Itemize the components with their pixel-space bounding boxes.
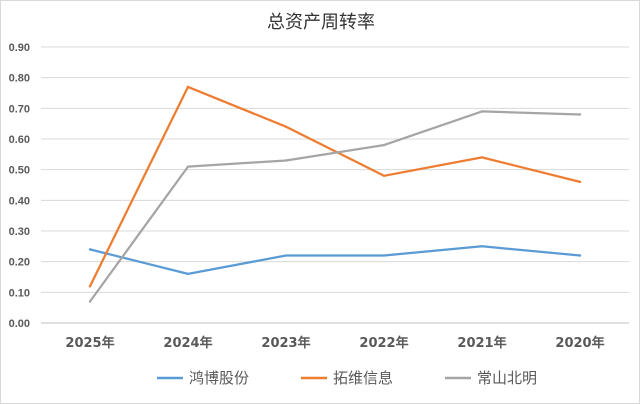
legend-item: 鸿博股份 xyxy=(157,369,249,387)
data-point xyxy=(284,254,288,257)
y-tick-label: 0.80 xyxy=(9,73,30,85)
x-tick-label: 2024年 xyxy=(163,335,212,351)
data-point xyxy=(578,180,582,184)
data-point xyxy=(284,159,288,162)
y-tick-label: 0.50 xyxy=(9,165,30,177)
series-line xyxy=(88,245,582,276)
data-point xyxy=(578,254,582,257)
x-tick-label: 2022年 xyxy=(359,335,408,351)
legend-label: 常山北明 xyxy=(477,369,537,387)
data-point xyxy=(88,285,92,288)
y-tick-label: 0.20 xyxy=(9,257,30,269)
legend: 鸿博股份 拓维信息 常山北明 xyxy=(157,369,537,387)
series-line xyxy=(88,110,582,303)
data-point xyxy=(382,143,386,147)
data-point xyxy=(578,113,582,116)
legend-label: 拓维信息 xyxy=(333,369,393,387)
data-point xyxy=(480,156,484,159)
legend-item: 拓维信息 xyxy=(301,369,393,387)
data-point xyxy=(186,272,190,276)
y-tick-label: 0.70 xyxy=(9,103,30,115)
gridlines xyxy=(41,46,629,324)
x-tick-label: 2021年 xyxy=(457,335,506,351)
x-tick-label: 2020年 xyxy=(555,335,604,351)
data-point xyxy=(382,174,386,177)
data-point xyxy=(88,248,92,251)
series-lines xyxy=(88,85,582,303)
legend-item: 常山北明 xyxy=(445,369,537,387)
y-tick-label: 0.00 xyxy=(9,318,30,330)
data-point xyxy=(186,165,190,168)
y-tick-label: 0.40 xyxy=(9,195,30,207)
series-line xyxy=(88,85,582,288)
x-tick-label: 2025年 xyxy=(65,335,114,351)
data-point xyxy=(382,254,386,257)
y-tick-label: 0.60 xyxy=(9,134,30,146)
y-tick-label: 0.90 xyxy=(9,42,30,54)
data-point xyxy=(480,110,484,113)
y-tick-label: 0.30 xyxy=(9,226,30,238)
data-point xyxy=(284,125,288,128)
y-tick-label: 0.10 xyxy=(9,287,30,299)
x-axis-ticks: 2025年 2024年 2023年 2022年 2021年 2020年 xyxy=(65,335,604,351)
y-axis-ticks: 0.00 0.10 0.20 0.30 0.40 0.50 0.60 0.70 0.80 0.90 xyxy=(9,42,30,330)
x-tick-label: 2023年 xyxy=(261,335,310,351)
legend-label: 鸿博股份 xyxy=(189,369,249,387)
data-point xyxy=(480,245,484,248)
data-point xyxy=(88,300,92,303)
data-point xyxy=(186,85,190,89)
chart-title: 总资产周转率 xyxy=(267,12,375,33)
